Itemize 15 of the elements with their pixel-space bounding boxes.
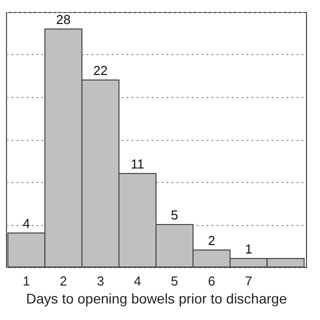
x-tick-label: 7 [244,274,252,288]
data-label: 2 [208,233,216,248]
x-tick-label: 4 [134,274,142,288]
x-tick-label: 3 [96,274,104,288]
data-label: 28 [56,12,71,27]
data-label: 4 [22,216,30,231]
x-axis-title: Days to opening bowels prior to discharge [26,290,288,306]
x-tick-label: 5 [170,274,178,288]
data-label: 22 [93,63,108,78]
x-tick-label: 6 [208,274,216,288]
data-label: 11 [130,156,144,172]
data-label: 5 [170,208,178,222]
x-tick-label: 1 [22,274,30,288]
data-label: 1 [244,242,252,256]
x-tick-label: 2 [60,274,68,288]
